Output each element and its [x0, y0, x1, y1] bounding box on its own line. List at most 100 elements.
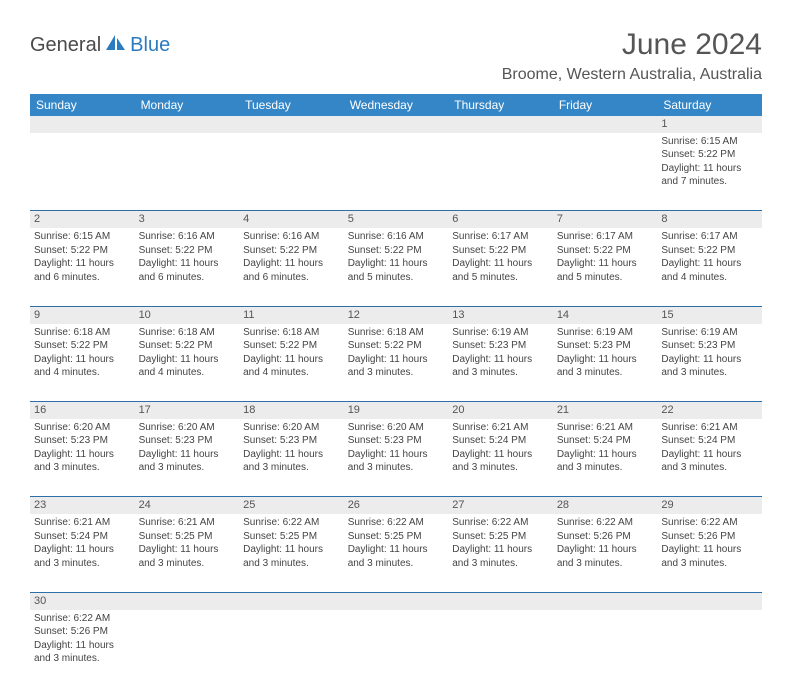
daylight-line-1: Daylight: 11 hours [139, 353, 236, 367]
day-number-cell [553, 592, 658, 609]
daylight-line-1: Daylight: 11 hours [661, 162, 758, 176]
weekday-header: Wednesday [344, 94, 449, 116]
day-info-cell [344, 133, 449, 211]
sunrise-line: Sunrise: 6:22 AM [557, 516, 654, 530]
day-number-cell: 7 [553, 211, 658, 228]
weekday-header: Tuesday [239, 94, 344, 116]
daylight-line-2: and 3 minutes. [34, 461, 131, 475]
day-info-cell: Sunrise: 6:18 AMSunset: 5:22 PMDaylight:… [30, 324, 135, 402]
day-number-row: 2345678 [30, 211, 762, 228]
sunset-line: Sunset: 5:22 PM [348, 339, 445, 353]
day-number-cell [553, 116, 658, 133]
daylight-line-1: Daylight: 11 hours [348, 257, 445, 271]
sunset-line: Sunset: 5:22 PM [661, 244, 758, 258]
day-info-cell: Sunrise: 6:18 AMSunset: 5:22 PMDaylight:… [135, 324, 240, 402]
day-number-cell: 6 [448, 211, 553, 228]
sunrise-line: Sunrise: 6:17 AM [452, 230, 549, 244]
daylight-line-2: and 3 minutes. [139, 461, 236, 475]
day-number-cell: 21 [553, 402, 658, 419]
sail-icon [105, 34, 127, 57]
day-number-cell [344, 592, 449, 609]
day-number-cell: 24 [135, 497, 240, 514]
sunrise-line: Sunrise: 6:21 AM [139, 516, 236, 530]
day-info-cell: Sunrise: 6:20 AMSunset: 5:23 PMDaylight:… [30, 419, 135, 497]
sunset-line: Sunset: 5:23 PM [661, 339, 758, 353]
daylight-line-2: and 3 minutes. [452, 366, 549, 380]
daylight-line-1: Daylight: 11 hours [661, 448, 758, 462]
daylight-line-1: Daylight: 11 hours [243, 257, 340, 271]
daylight-line-1: Daylight: 11 hours [34, 543, 131, 557]
day-info-cell: Sunrise: 6:15 AMSunset: 5:22 PMDaylight:… [657, 133, 762, 211]
day-number-cell: 29 [657, 497, 762, 514]
day-info-cell: Sunrise: 6:19 AMSunset: 5:23 PMDaylight:… [553, 324, 658, 402]
weekday-header: Friday [553, 94, 658, 116]
sunrise-line: Sunrise: 6:17 AM [661, 230, 758, 244]
daylight-line-2: and 3 minutes. [661, 557, 758, 571]
sunset-line: Sunset: 5:22 PM [34, 339, 131, 353]
daylight-line-2: and 6 minutes. [34, 271, 131, 285]
daylight-line-2: and 5 minutes. [557, 271, 654, 285]
day-info-cell: Sunrise: 6:18 AMSunset: 5:22 PMDaylight:… [344, 324, 449, 402]
day-info-row: Sunrise: 6:22 AMSunset: 5:26 PMDaylight:… [30, 610, 762, 688]
daylight-line-2: and 3 minutes. [34, 557, 131, 571]
sunset-line: Sunset: 5:25 PM [139, 530, 236, 544]
sunset-line: Sunset: 5:25 PM [243, 530, 340, 544]
day-info-cell [135, 133, 240, 211]
daylight-line-1: Daylight: 11 hours [34, 448, 131, 462]
calendar-table: SundayMondayTuesdayWednesdayThursdayFrid… [30, 94, 762, 688]
daylight-line-1: Daylight: 11 hours [452, 257, 549, 271]
day-info-cell: Sunrise: 6:17 AMSunset: 5:22 PMDaylight:… [657, 228, 762, 306]
sunrise-line: Sunrise: 6:18 AM [348, 326, 445, 340]
location-text: Broome, Western Australia, Australia [502, 66, 762, 84]
day-info-row: Sunrise: 6:15 AMSunset: 5:22 PMDaylight:… [30, 133, 762, 211]
day-info-cell: Sunrise: 6:19 AMSunset: 5:23 PMDaylight:… [448, 324, 553, 402]
daylight-line-2: and 3 minutes. [557, 366, 654, 380]
day-number-cell [448, 592, 553, 609]
day-info-cell [344, 610, 449, 688]
day-number-cell: 25 [239, 497, 344, 514]
day-number-cell: 5 [344, 211, 449, 228]
sunset-line: Sunset: 5:23 PM [557, 339, 654, 353]
day-number-cell [135, 592, 240, 609]
day-number-row: 30 [30, 592, 762, 609]
sunrise-line: Sunrise: 6:19 AM [557, 326, 654, 340]
daylight-line-2: and 3 minutes. [348, 461, 445, 475]
sunset-line: Sunset: 5:22 PM [348, 244, 445, 258]
day-number-cell: 23 [30, 497, 135, 514]
daylight-line-1: Daylight: 11 hours [34, 353, 131, 367]
day-info-cell: Sunrise: 6:22 AMSunset: 5:26 PMDaylight:… [30, 610, 135, 688]
day-number-cell: 28 [553, 497, 658, 514]
day-info-cell [553, 610, 658, 688]
daylight-line-2: and 3 minutes. [557, 557, 654, 571]
sunrise-line: Sunrise: 6:22 AM [243, 516, 340, 530]
daylight-line-1: Daylight: 11 hours [348, 448, 445, 462]
day-info-cell: Sunrise: 6:22 AMSunset: 5:25 PMDaylight:… [239, 514, 344, 592]
sunset-line: Sunset: 5:24 PM [34, 530, 131, 544]
sunset-line: Sunset: 5:23 PM [452, 339, 549, 353]
day-info-cell: Sunrise: 6:22 AMSunset: 5:26 PMDaylight:… [553, 514, 658, 592]
sunrise-line: Sunrise: 6:22 AM [348, 516, 445, 530]
daylight-line-1: Daylight: 11 hours [452, 543, 549, 557]
daylight-line-2: and 3 minutes. [557, 461, 654, 475]
daylight-line-1: Daylight: 11 hours [557, 257, 654, 271]
day-info-cell: Sunrise: 6:18 AMSunset: 5:22 PMDaylight:… [239, 324, 344, 402]
day-number-cell: 13 [448, 306, 553, 323]
sunset-line: Sunset: 5:22 PM [34, 244, 131, 258]
title-block: June 2024 Broome, Western Australia, Aus… [502, 28, 762, 84]
day-info-cell: Sunrise: 6:21 AMSunset: 5:24 PMDaylight:… [657, 419, 762, 497]
daylight-line-2: and 7 minutes. [661, 175, 758, 189]
day-info-cell: Sunrise: 6:21 AMSunset: 5:24 PMDaylight:… [553, 419, 658, 497]
day-number-cell: 16 [30, 402, 135, 419]
sunrise-line: Sunrise: 6:19 AM [452, 326, 549, 340]
day-info-cell [553, 133, 658, 211]
sunset-line: Sunset: 5:23 PM [348, 434, 445, 448]
sunrise-line: Sunrise: 6:20 AM [348, 421, 445, 435]
sunrise-line: Sunrise: 6:16 AM [243, 230, 340, 244]
day-info-row: Sunrise: 6:15 AMSunset: 5:22 PMDaylight:… [30, 228, 762, 306]
day-number-cell: 3 [135, 211, 240, 228]
sunset-line: Sunset: 5:23 PM [243, 434, 340, 448]
day-info-cell [448, 610, 553, 688]
day-info-cell [239, 133, 344, 211]
weekday-header: Monday [135, 94, 240, 116]
sunrise-line: Sunrise: 6:21 AM [34, 516, 131, 530]
